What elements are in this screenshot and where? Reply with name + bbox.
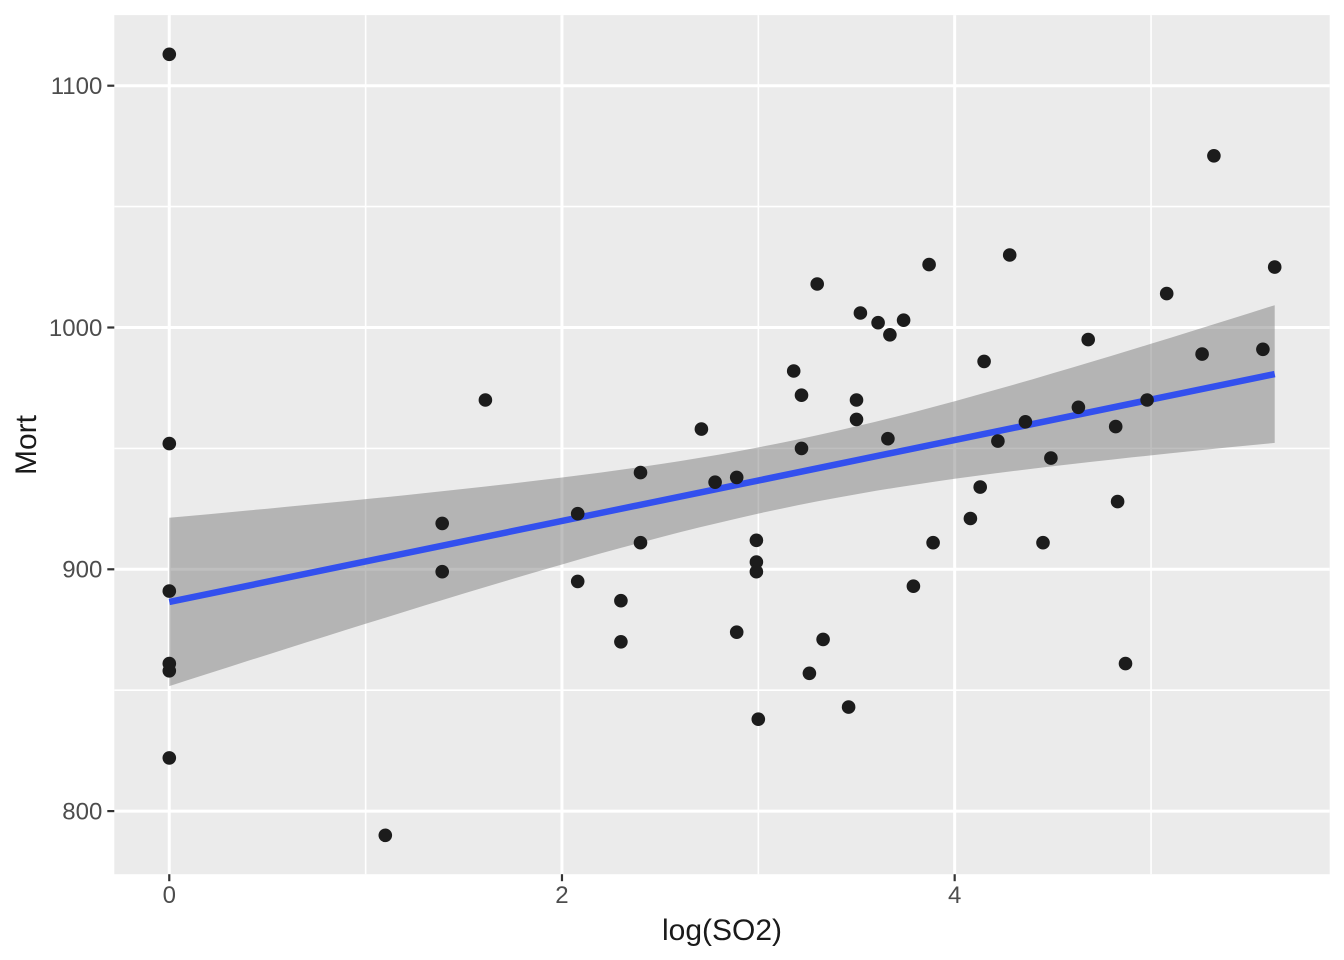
data-point bbox=[729, 625, 744, 639]
data-point bbox=[1118, 656, 1133, 671]
data-point bbox=[162, 47, 177, 62]
data-point bbox=[570, 506, 585, 521]
data-point bbox=[749, 533, 764, 548]
confidence-band bbox=[169, 305, 1275, 687]
data-point bbox=[794, 441, 809, 456]
data-points bbox=[162, 47, 1282, 843]
data-point bbox=[991, 434, 1005, 448]
x-tick-label: 4 bbox=[948, 882, 961, 909]
data-point bbox=[729, 470, 744, 485]
data-point bbox=[926, 535, 940, 550]
y-axis-title: Mort bbox=[10, 415, 43, 475]
data-point bbox=[1140, 393, 1154, 407]
data-point bbox=[751, 712, 766, 726]
y-tick-label: 900 bbox=[62, 557, 102, 584]
data-point bbox=[633, 465, 648, 480]
data-point bbox=[849, 412, 864, 427]
data-point bbox=[1108, 419, 1123, 434]
data-point bbox=[1081, 332, 1095, 347]
x-axis-ticks: 0 2 4 bbox=[163, 874, 961, 909]
data-point bbox=[1036, 535, 1050, 550]
data-point bbox=[162, 751, 177, 765]
data-point bbox=[906, 579, 921, 593]
x-tick-label: 0 bbox=[163, 882, 176, 909]
data-point bbox=[816, 632, 830, 647]
gridlines-minor bbox=[114, 15, 1330, 875]
data-point bbox=[435, 516, 450, 531]
data-point bbox=[1018, 415, 1033, 429]
data-point bbox=[694, 422, 709, 436]
data-point bbox=[633, 535, 648, 550]
y-axis-ticks: 800 900 1000 1100 bbox=[49, 73, 115, 825]
x-tick-label: 2 bbox=[555, 882, 568, 909]
y-tick-label: 800 bbox=[62, 798, 102, 825]
data-point bbox=[881, 431, 895, 446]
data-point bbox=[853, 306, 868, 320]
y-tick-label: 1000 bbox=[49, 315, 102, 342]
data-point bbox=[614, 593, 628, 608]
data-point bbox=[1071, 400, 1086, 415]
data-point bbox=[1207, 149, 1221, 163]
data-point bbox=[570, 574, 585, 589]
data-point bbox=[478, 393, 493, 407]
data-point bbox=[1267, 260, 1282, 274]
data-point bbox=[977, 354, 991, 369]
panel-background bbox=[114, 15, 1330, 875]
data-point bbox=[896, 313, 911, 328]
data-point bbox=[871, 315, 885, 330]
data-point bbox=[708, 475, 722, 490]
data-point bbox=[1256, 342, 1270, 357]
data-point bbox=[162, 664, 177, 678]
data-point bbox=[883, 328, 897, 342]
data-point bbox=[749, 564, 764, 579]
data-point bbox=[802, 666, 817, 681]
data-point bbox=[786, 364, 801, 378]
data-point bbox=[378, 828, 393, 843]
data-point bbox=[794, 388, 809, 403]
data-point bbox=[162, 584, 177, 598]
data-point bbox=[614, 635, 628, 649]
data-point bbox=[1110, 494, 1125, 509]
x-axis-title: log(SO2) bbox=[661, 914, 783, 947]
y-tick-label: 1100 bbox=[51, 73, 103, 100]
data-point bbox=[749, 555, 764, 569]
data-point bbox=[1002, 248, 1017, 262]
data-point bbox=[1044, 451, 1058, 465]
data-point bbox=[1159, 286, 1174, 301]
data-point bbox=[922, 257, 936, 272]
data-point bbox=[841, 700, 856, 714]
data-point bbox=[849, 393, 864, 407]
data-point bbox=[1195, 347, 1209, 361]
data-point bbox=[973, 480, 987, 494]
data-point bbox=[963, 511, 978, 526]
trend-line bbox=[168, 370, 1276, 606]
data-point bbox=[435, 564, 450, 579]
data-point bbox=[810, 277, 824, 291]
y-axis-title-wrap: Mort bbox=[4, 15, 50, 875]
data-point bbox=[162, 436, 177, 451]
